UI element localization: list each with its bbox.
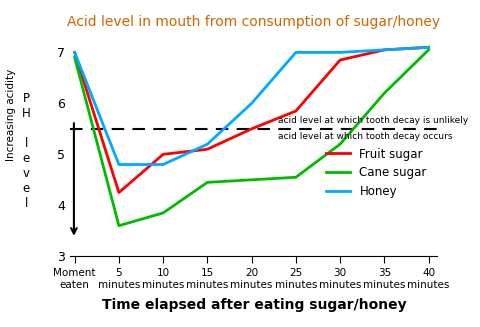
Text: P
H

l
e
v
e
l: P H l e v e l — [22, 92, 31, 210]
Title: Acid level in mouth from consumption of sugar/honey: Acid level in mouth from consumption of … — [67, 15, 440, 29]
Text: acid level at which tooth decay occurs: acid level at which tooth decay occurs — [277, 132, 452, 141]
Text: acid level at which tooth decay is unlikely: acid level at which tooth decay is unlik… — [277, 116, 468, 125]
X-axis label: Time elapsed after eating sugar/honey: Time elapsed after eating sugar/honey — [101, 298, 405, 312]
Text: Increasing acidity: Increasing acidity — [6, 68, 15, 161]
Legend: Fruit sugar, Cane sugar, Honey: Fruit sugar, Cane sugar, Honey — [321, 143, 431, 203]
